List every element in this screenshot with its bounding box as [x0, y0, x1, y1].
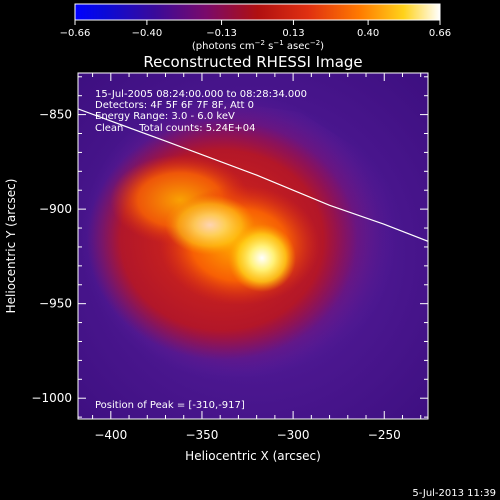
solar-limb-curve: [78, 108, 428, 242]
colorbar-ticks: −0.66 −0.40 −0.13 0.13 0.40 0.66: [60, 20, 451, 39]
y-tick-label: −850: [39, 108, 72, 122]
colorbar-units: (photons cm−2 s−1 asec−2): [192, 39, 324, 52]
annotation-energy-range: Energy Range: 3.0 - 6.0 keV: [95, 111, 235, 122]
colorbar-tick-label: 0.66: [429, 28, 451, 39]
x-axis-ticks: −400 −350 −300 −250: [92, 73, 422, 442]
heatmap-image: [78, 73, 428, 419]
colorbar-tick-label: −0.40: [132, 28, 163, 39]
y-axis-ticks: −850 −900 −950 −1000: [31, 76, 428, 418]
y-tick-label: −900: [39, 202, 72, 216]
x-tick-label: −300: [277, 428, 310, 442]
y-tick-label: −1000: [31, 391, 72, 405]
peak-position-label: Position of Peak = [-310,-917]: [95, 400, 245, 411]
x-tick-label: −250: [368, 428, 401, 442]
x-tick-label: −400: [94, 428, 127, 442]
annotation-total-counts: Clean Total counts: 5.24E+04: [95, 123, 255, 134]
footer-timestamp: 5-Jul-2013 11:39: [412, 488, 496, 499]
colorbar-tick-label: 0.40: [357, 28, 379, 39]
colorbar: [74, 3, 441, 21]
x-axis-label: Heliocentric X (arcsec): [185, 449, 321, 463]
y-tick-label: −950: [39, 297, 72, 311]
plot-frame: [77, 72, 429, 420]
colorbar-tick-label: −0.66: [60, 28, 91, 39]
x-tick-label: −350: [185, 428, 218, 442]
annotation-detectors: Detectors: 4F 5F 6F 7F 8F, Att 0: [95, 100, 254, 111]
colorbar-tick-label: −0.13: [206, 28, 237, 39]
annotation-time-range: 15-Jul-2005 08:24:00.000 to 08:28:34.000: [95, 89, 307, 100]
y-axis-label: Heliocentric Y (arcsec): [4, 179, 18, 314]
chart-title: Reconstructed RHESSI Image: [143, 53, 362, 71]
colorbar-tick-label: 0.13: [282, 28, 304, 39]
